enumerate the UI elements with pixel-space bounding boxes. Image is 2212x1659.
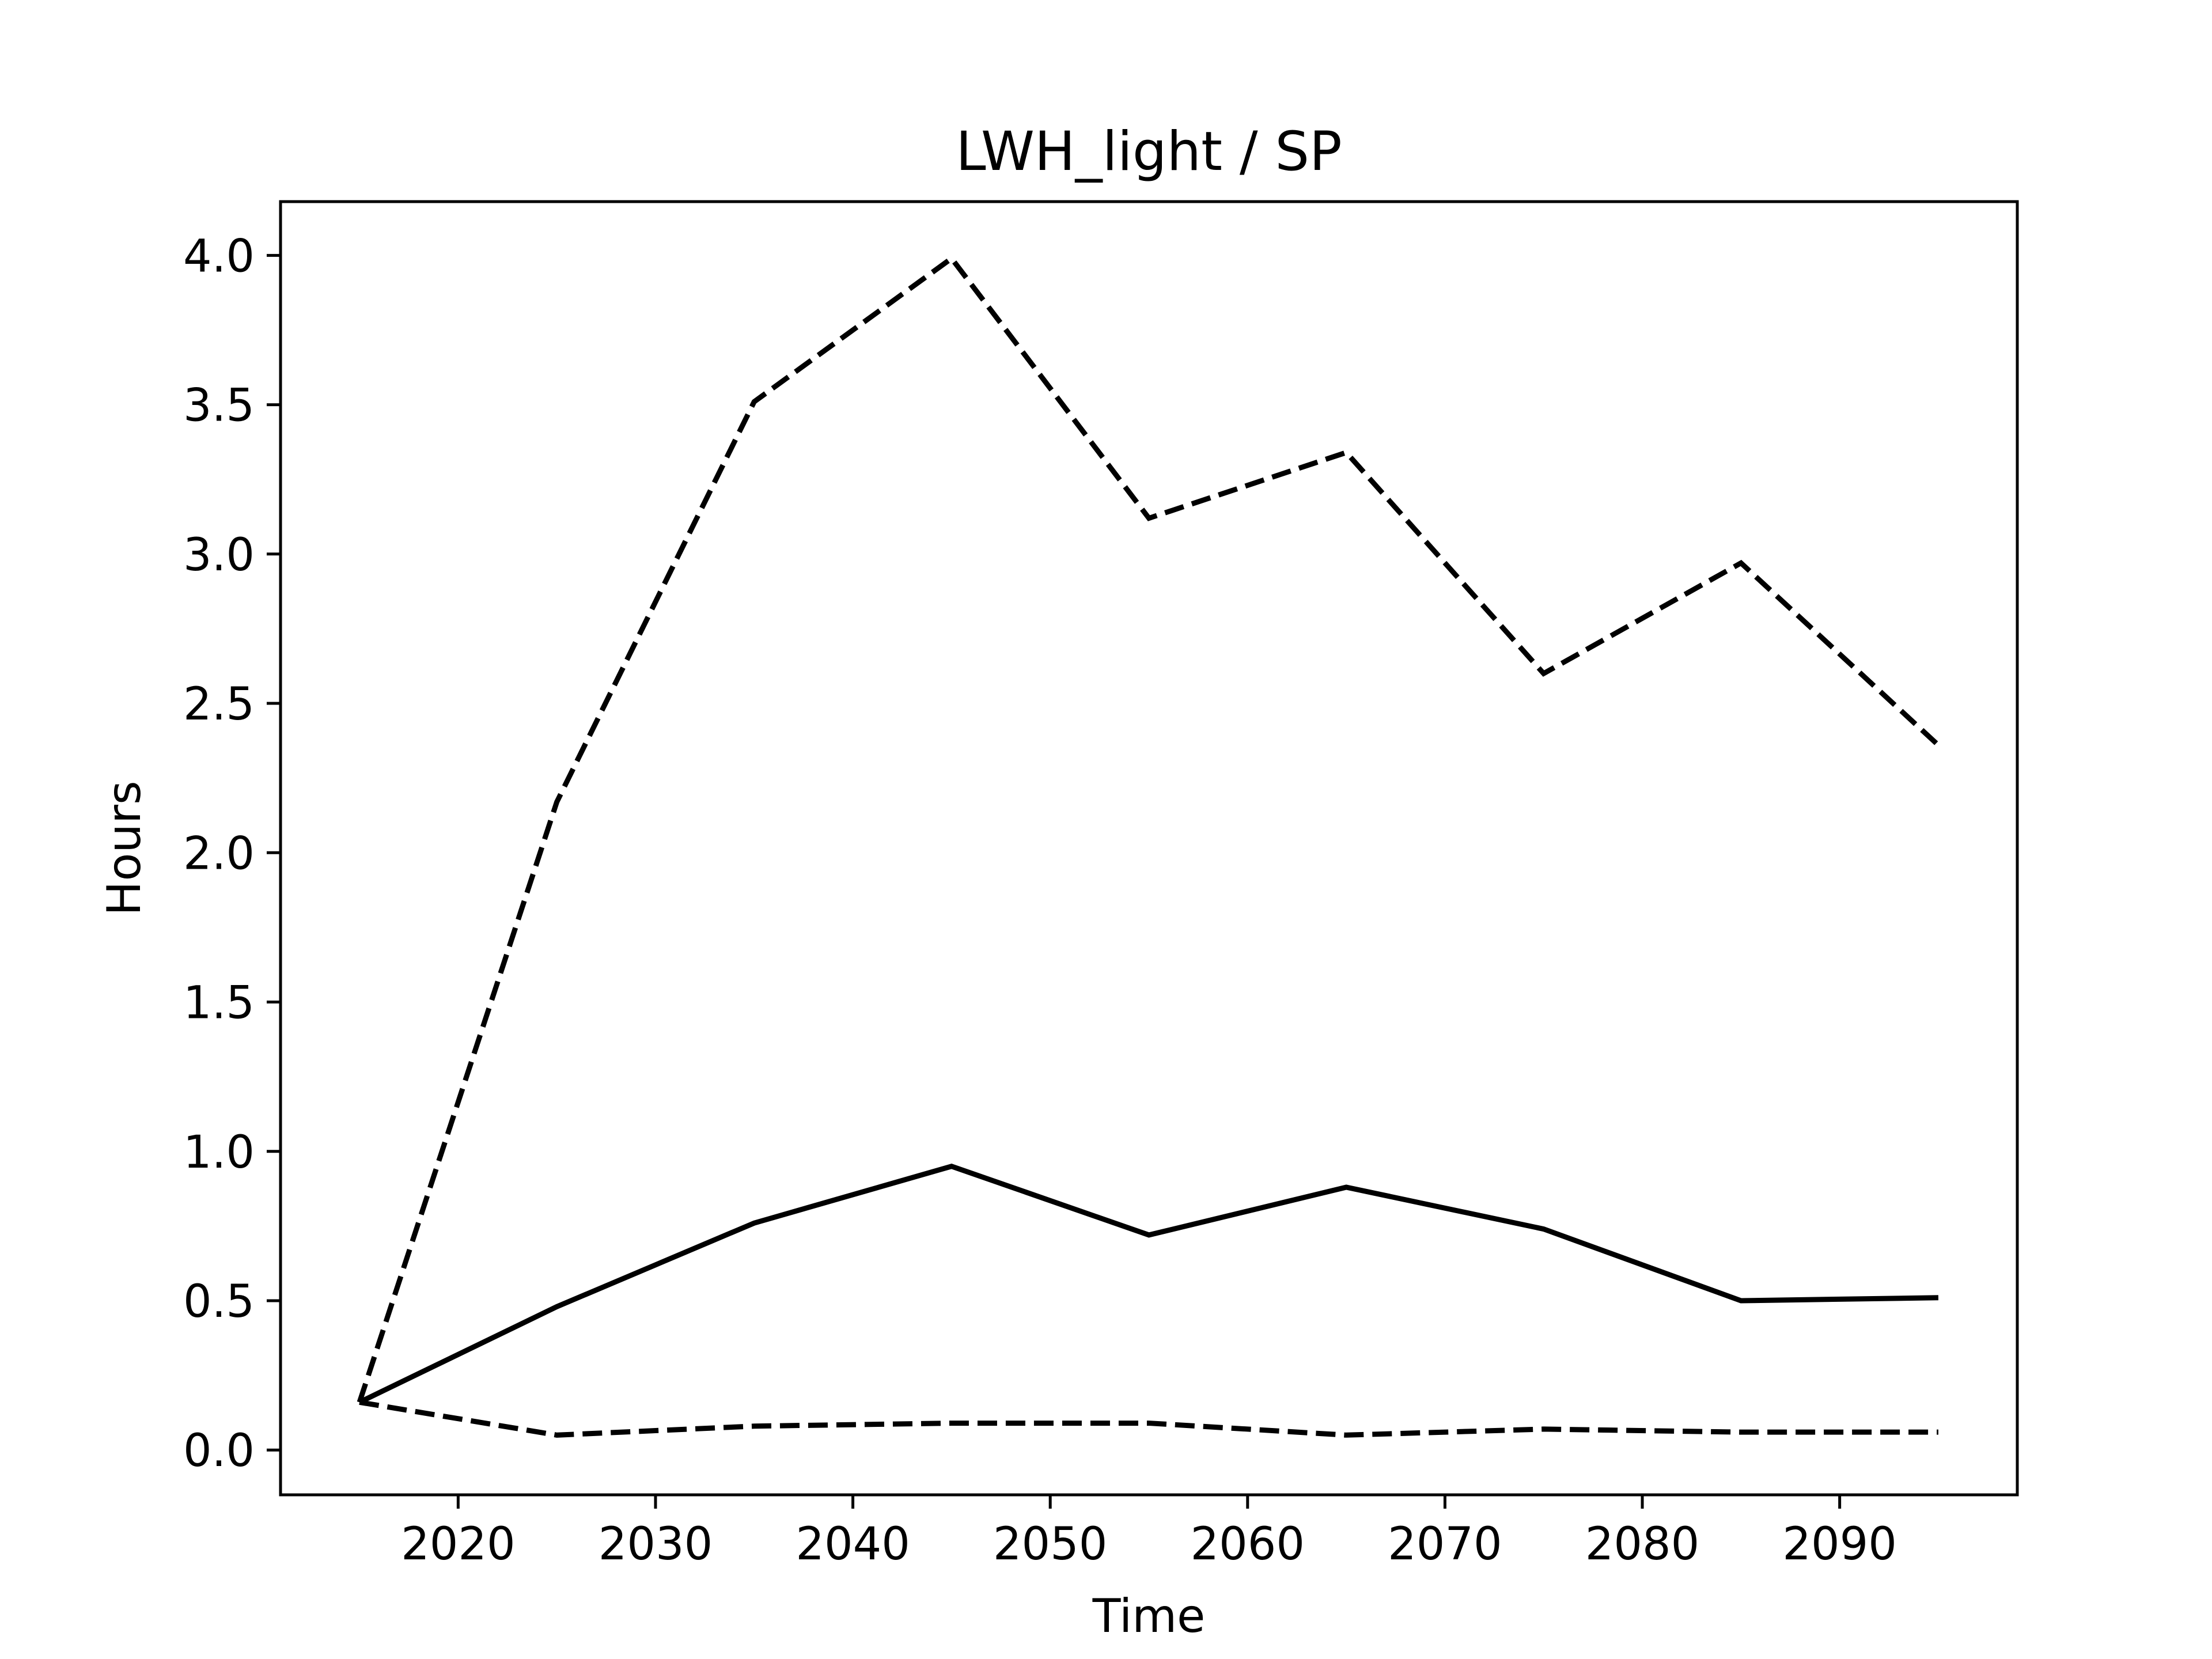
x-tick-label: 2030 [599, 1518, 713, 1570]
plot-frame [279, 200, 2019, 1497]
x-tick-label: 2090 [1782, 1518, 1897, 1570]
x-tick-label: 2080 [1585, 1518, 1700, 1570]
y-tick-label: 4.0 [183, 230, 255, 282]
y-tick-label: 3.5 [183, 380, 255, 432]
series-line-1 [357, 255, 1941, 1403]
x-tick-label: 2060 [1191, 1518, 1305, 1570]
y-tick-label: 1.0 [183, 1127, 255, 1179]
x-axis: 2020 2030 2040 2050 2060 2070 2080 2090 [401, 1495, 1897, 1570]
series-layer [357, 255, 1941, 1438]
y-tick-label: 2.0 [183, 828, 255, 880]
x-axis-label: Time [1092, 1589, 1206, 1643]
series-line-2 [358, 1163, 1939, 1405]
y-tick-label: 3.0 [183, 529, 255, 581]
x-tick-label: 2040 [796, 1518, 910, 1570]
chart-title: LWH_light / SP [956, 120, 1342, 183]
y-tick-label: 0.5 [183, 1276, 255, 1328]
y-axis-label: Hours [97, 781, 151, 915]
x-tick-label: 2070 [1388, 1518, 1502, 1570]
x-tick-label: 2020 [401, 1518, 516, 1570]
y-axis: 0.0 0.5 1.0 1.5 2.0 2.5 3.0 3.5 4.0 [183, 230, 281, 1477]
y-tick-label: 2.5 [183, 679, 255, 730]
y-tick-label: 0.0 [183, 1425, 255, 1477]
x-tick-label: 2050 [993, 1518, 1108, 1570]
y-tick-label: 1.5 [183, 978, 255, 1029]
series-line-3 [359, 1399, 1938, 1438]
